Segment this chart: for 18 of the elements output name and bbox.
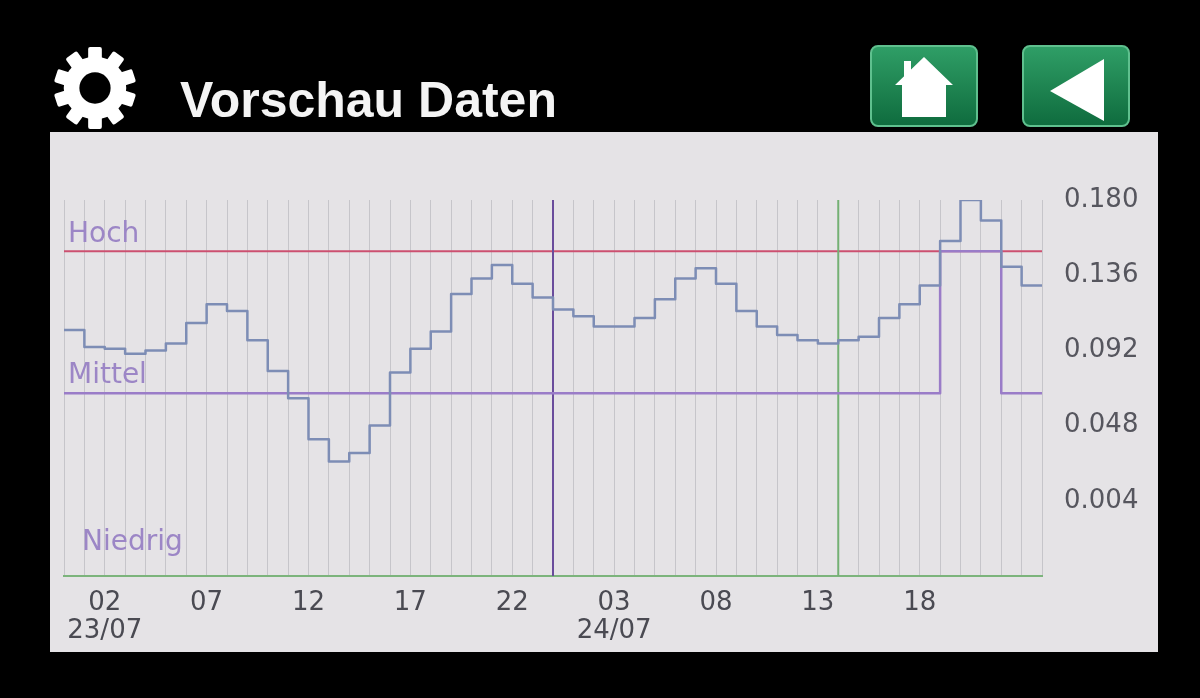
y-tick-label: 0.092	[1064, 333, 1139, 364]
y-tick-label: 0.180	[1064, 182, 1139, 213]
annotation: Mittel	[68, 357, 147, 391]
x-tick-label: 07	[190, 586, 224, 617]
x-tick-label: 08	[699, 586, 733, 617]
ref-line-label: Hoch	[68, 215, 140, 249]
x-tick-label: 12	[291, 586, 326, 617]
x-tick-label: 17	[393, 586, 427, 617]
y-tick-label: 0.048	[1064, 408, 1139, 439]
chart-title: Vorschau Daten	[180, 72, 557, 128]
x-tick-label: 02 23/07	[67, 586, 143, 644]
annotation: Niedrig	[82, 524, 183, 558]
x-tick-label: 18	[903, 586, 937, 617]
y-tick-label: 0.004	[1064, 483, 1139, 514]
x-tick-label: 03 24/07	[576, 586, 652, 644]
x-tick-label: 22	[495, 586, 529, 617]
x-tick-label: 13	[801, 586, 835, 617]
y-tick-label: 0.136	[1064, 257, 1139, 288]
